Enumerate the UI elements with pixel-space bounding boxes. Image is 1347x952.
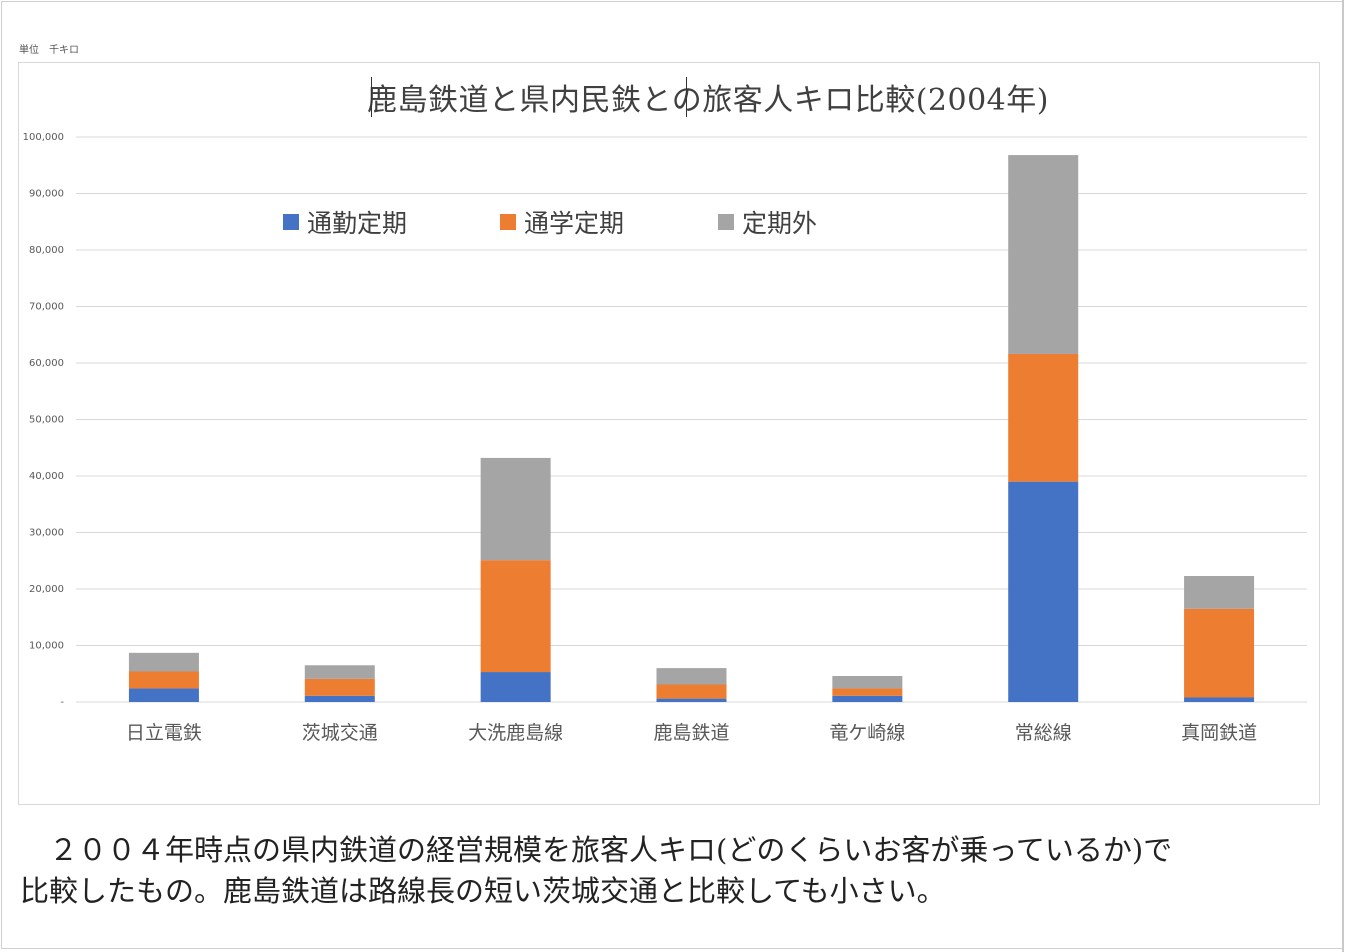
bar-segment-student	[304, 678, 375, 696]
x-tick-label: 日立電鉄	[126, 722, 202, 744]
bar-segment-commuter	[1184, 697, 1255, 702]
bar-segment-other	[1008, 155, 1079, 354]
y-tick-label: 50,000	[29, 415, 64, 426]
legend-label-student: 通学定期	[524, 209, 625, 238]
y-tick-label: 80,000	[29, 245, 64, 256]
y-tick-label: -	[60, 697, 64, 708]
legend-label-commuter: 通勤定期	[307, 209, 408, 238]
legend-item-other: 定期外	[718, 204, 817, 240]
bar-segment-commuter	[1008, 481, 1079, 702]
page-edge-rule	[1342, 0, 1344, 952]
chart-title[interactable]: 鹿島鉄道と県内民鉄との旅客人キロ比較(2004年)	[367, 83, 1049, 118]
bar-segment-other	[832, 676, 903, 689]
x-tick-label: 竜ケ崎線	[829, 722, 905, 744]
y-tick-label: 10,000	[29, 641, 64, 652]
caption-line-1: ２００４年時点の県内鉄道の経営規模を旅客人キロ(どのくらいお客が乗っているか)で	[20, 833, 1173, 867]
legend-item-student: 通学定期	[500, 204, 624, 240]
bar-segment-other	[304, 665, 375, 679]
x-tick-label: 常総線	[1015, 722, 1072, 744]
legend-swatch-commuter	[283, 214, 299, 230]
bar-segment-commuter	[304, 695, 375, 702]
y-tick-label: 100,000	[23, 132, 64, 143]
bar-segment-student	[656, 684, 727, 699]
legend-item-commuter: 通勤定期	[283, 204, 407, 240]
bar-segment-other	[128, 652, 199, 672]
legend-swatch-student	[500, 214, 516, 230]
y-tick-label: 20,000	[29, 584, 64, 595]
legend-label-other: 定期外	[742, 209, 818, 238]
bar-segment-other	[656, 668, 727, 685]
x-tick-label: 茨城交通	[302, 722, 378, 744]
bar-segment-student	[480, 560, 551, 673]
chart-legend[interactable]: 通勤定期 通学定期 定期外	[0, 204, 1347, 238]
y-tick-label: 60,000	[29, 358, 64, 369]
text-cursor-marker	[371, 77, 372, 117]
x-tick-label: 真岡鉄道	[1181, 722, 1257, 744]
bar-segment-commuter	[656, 698, 727, 702]
caption-line-2: 比較したもの。鹿島鉄道は路線長の短い茨城交通と比較しても小さい。	[20, 874, 946, 908]
bar-segment-student	[1184, 608, 1255, 698]
y-tick-label: 70,000	[29, 302, 64, 313]
x-tick-label: 大洗鹿島線	[468, 722, 563, 744]
caption-text: ２００４年時点の県内鉄道の経営規模を旅客人キロ(どのくらいお客が乗っているか)で…	[20, 830, 1310, 912]
legend-swatch-other	[718, 214, 734, 230]
x-tick-label: 鹿島鉄道	[653, 722, 729, 744]
unit-note: 単位 千キロ	[19, 45, 79, 56]
text-cursor-marker	[686, 77, 687, 117]
y-tick-label: 30,000	[29, 528, 64, 539]
bar-segment-student	[832, 688, 903, 696]
y-tick-label: 40,000	[29, 471, 64, 482]
bar-segment-commuter	[832, 695, 903, 702]
bar-segment-student	[1008, 353, 1079, 482]
bar-segment-other	[1184, 576, 1255, 609]
bar-segment-commuter	[128, 688, 199, 702]
bar-segment-commuter	[480, 672, 551, 702]
y-tick-label: 90,000	[29, 189, 64, 200]
bar-segment-other	[480, 457, 551, 561]
bar-segment-student	[128, 671, 199, 689]
